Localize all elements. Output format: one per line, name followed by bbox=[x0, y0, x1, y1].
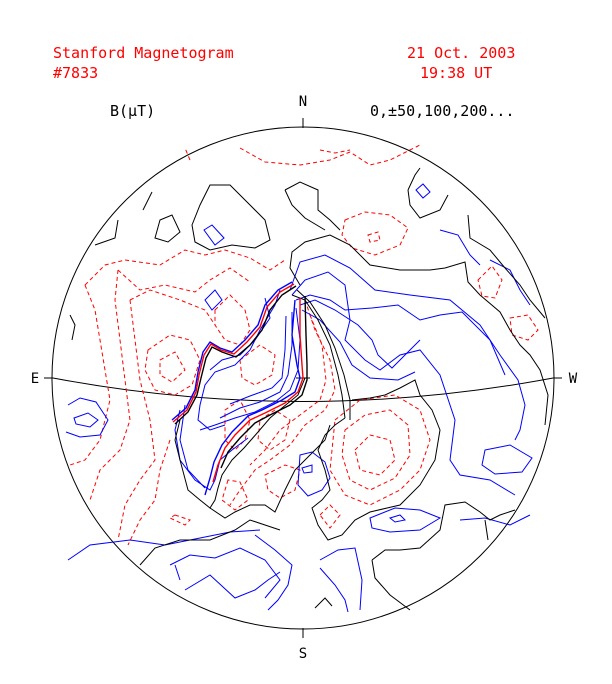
contour-levels-label: 0,±50,100,200... bbox=[370, 102, 515, 120]
compass-ticks bbox=[44, 118, 562, 638]
polarity-inversion-line bbox=[171, 281, 308, 496]
solar-equator bbox=[52, 377, 554, 402]
observation-date: 21 Oct. 2003 bbox=[407, 44, 515, 62]
compass-east-label: E bbox=[31, 371, 39, 387]
compass-north-label: N bbox=[299, 94, 307, 110]
negative-polarity-contours bbox=[69, 144, 539, 546]
magnetogram-title: Stanford Magnetogram bbox=[53, 44, 234, 62]
units-label: B(μT) bbox=[110, 102, 155, 120]
compass-south-label: S bbox=[299, 646, 307, 662]
observation-time: 19:38 UT bbox=[420, 64, 492, 82]
compass-west-label: W bbox=[569, 371, 578, 387]
neutral-line-contours bbox=[69, 167, 549, 611]
image-number: #7833 bbox=[53, 64, 98, 82]
